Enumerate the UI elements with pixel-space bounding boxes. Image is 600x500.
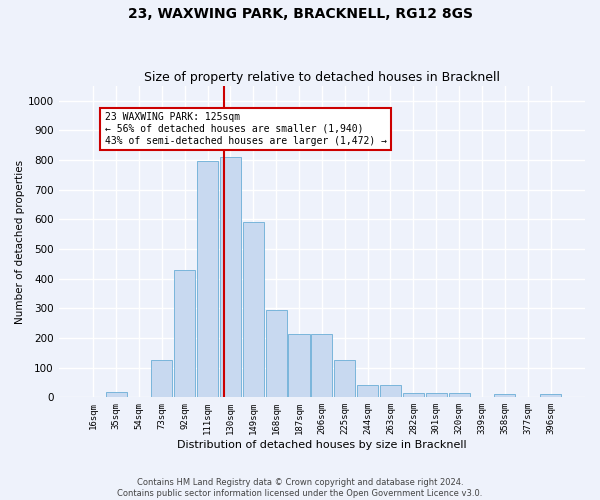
Bar: [540, 394, 561, 398]
Bar: [220, 158, 241, 398]
Bar: [494, 394, 515, 398]
Bar: [403, 394, 424, 398]
Bar: [380, 385, 401, 398]
Bar: [311, 334, 332, 398]
Bar: [174, 270, 195, 398]
Bar: [151, 360, 172, 398]
Bar: [266, 310, 287, 398]
Bar: [243, 222, 264, 398]
Bar: [357, 385, 378, 398]
Text: 23, WAXWING PARK, BRACKNELL, RG12 8GS: 23, WAXWING PARK, BRACKNELL, RG12 8GS: [128, 8, 473, 22]
Bar: [106, 392, 127, 398]
Bar: [289, 334, 310, 398]
Bar: [197, 162, 218, 398]
Text: 23 WAXWING PARK: 125sqm
← 56% of detached houses are smaller (1,940)
43% of semi: 23 WAXWING PARK: 125sqm ← 56% of detache…: [104, 112, 386, 146]
X-axis label: Distribution of detached houses by size in Bracknell: Distribution of detached houses by size …: [177, 440, 467, 450]
Y-axis label: Number of detached properties: Number of detached properties: [15, 160, 25, 324]
Title: Size of property relative to detached houses in Bracknell: Size of property relative to detached ho…: [144, 72, 500, 85]
Bar: [449, 394, 470, 398]
Bar: [426, 394, 447, 398]
Bar: [334, 360, 355, 398]
Text: Contains HM Land Registry data © Crown copyright and database right 2024.
Contai: Contains HM Land Registry data © Crown c…: [118, 478, 482, 498]
